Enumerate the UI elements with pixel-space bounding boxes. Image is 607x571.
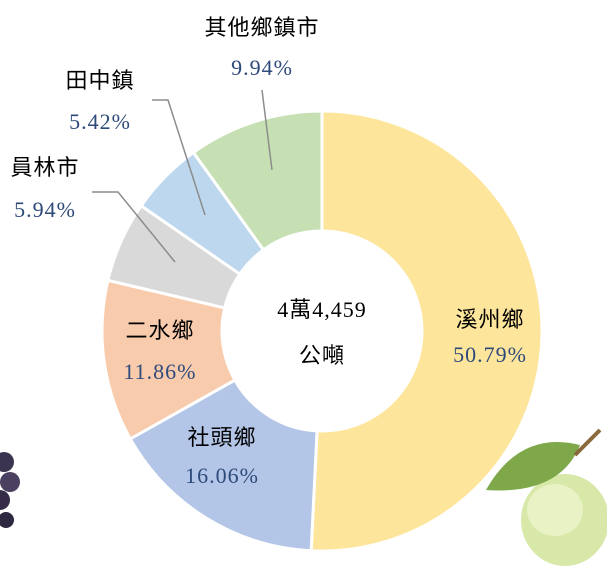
grape-decoration bbox=[0, 452, 20, 528]
segment-value: 5.42% bbox=[69, 109, 131, 134]
center-unit: 公噸 bbox=[299, 343, 345, 368]
center-total: 4萬4,459 bbox=[277, 297, 367, 322]
segment-value: 16.06% bbox=[185, 463, 259, 488]
segment-label: 社頭鄉 bbox=[187, 425, 256, 450]
segment-label: 溪州鄉 bbox=[455, 307, 524, 332]
segment-value: 5.94% bbox=[14, 197, 76, 222]
segment-label: 其他鄉鎮市 bbox=[204, 15, 319, 40]
segment-label: 田中鎮 bbox=[65, 68, 134, 93]
segment-label: 二水鄉 bbox=[125, 318, 194, 343]
segment-value: 50.79% bbox=[453, 342, 527, 367]
segment-value: 11.86% bbox=[123, 359, 196, 384]
segment-label: 員林市 bbox=[10, 155, 79, 180]
chart: 4萬4,459 公噸 溪州鄉 50.79% 社頭鄉 16.06% 二水鄉 11.86% 員林… bbox=[0, 0, 607, 566]
segment-value: 9.94% bbox=[231, 55, 293, 80]
